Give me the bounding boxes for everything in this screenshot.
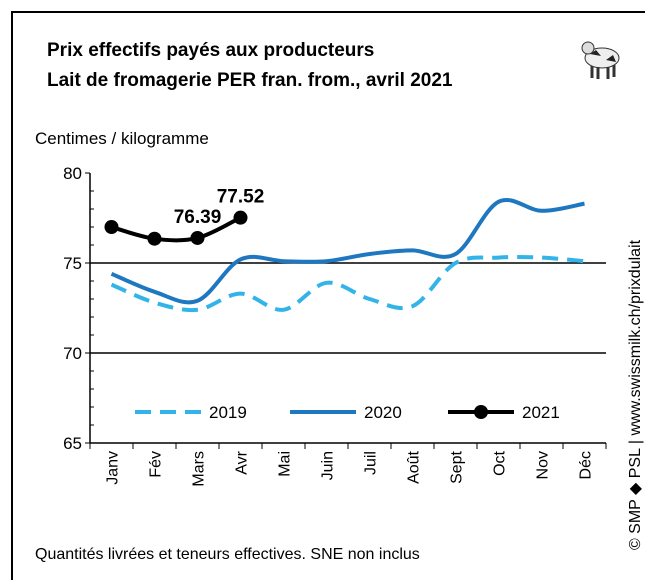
- footnote: Quantités livrées et teneurs effectives.…: [35, 546, 420, 563]
- x-tick-label: Sept: [449, 450, 466, 483]
- point: [233, 210, 248, 225]
- y-tick-label: 80: [63, 164, 82, 183]
- x-tick-label: Avr: [234, 450, 251, 474]
- y-tick-label: 75: [63, 254, 82, 273]
- point: [147, 231, 162, 246]
- x-tick-label: Mars: [191, 451, 208, 487]
- data-label: 76.39: [174, 207, 222, 228]
- frame: [11, 11, 645, 580]
- x-tick-label: Juin: [320, 451, 337, 480]
- legend-label: 2020: [364, 403, 402, 422]
- x-tick-label: Août: [406, 450, 423, 483]
- source: © SMP ◆ PSL | www.swissmilk.ch/prixdulai…: [627, 239, 644, 550]
- series-line: [110, 215, 242, 243]
- series-line: [110, 255, 585, 313]
- legend-label: 2021: [522, 403, 560, 422]
- x-tick-label: Mai: [277, 451, 294, 477]
- x-tick-label: Nov: [535, 451, 552, 479]
- point: [190, 230, 205, 245]
- point: [104, 220, 119, 234]
- x-tick-label: Juil: [363, 451, 380, 475]
- x-tick-label: Déc: [578, 451, 595, 479]
- x-tick-label: Fév: [148, 451, 165, 478]
- y-tick-label: 70: [63, 344, 82, 363]
- series-line: [110, 198, 585, 305]
- chart-title: Prix effectifs payés aux producteurs: [47, 40, 374, 61]
- x-tick-label: Oct: [492, 450, 509, 475]
- legend-marker: [474, 405, 488, 419]
- y-axis-label: Centimes / kilogramme: [35, 129, 209, 148]
- chart-subtitle: Lait de fromagerie PER fran. from., avri…: [47, 70, 453, 91]
- x-tick-label: Janv: [105, 451, 122, 485]
- y-tick-label: 65: [63, 434, 82, 453]
- legend-label: 2019: [209, 403, 247, 422]
- data-label: 77.52: [217, 187, 265, 208]
- cow-icon: [581, 41, 620, 79]
